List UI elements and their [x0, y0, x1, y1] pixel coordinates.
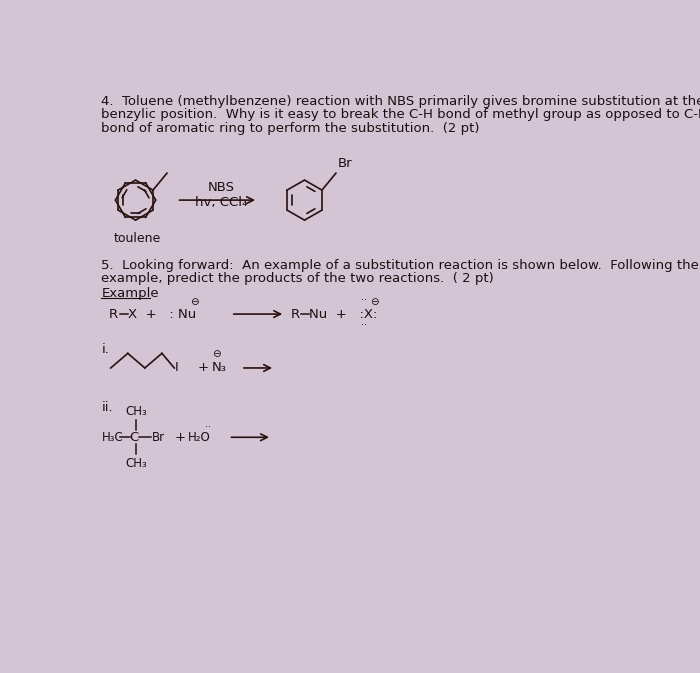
Text: ⊖: ⊖ [190, 297, 199, 307]
Text: CH₃: CH₃ [125, 457, 147, 470]
Text: +: + [197, 361, 209, 374]
Text: H₂O: H₂O [188, 431, 211, 444]
Text: R: R [109, 308, 118, 320]
Text: H₃C: H₃C [102, 431, 123, 444]
Text: benzylic position.  Why is it easy to break the C-H bond of methyl group as oppo: benzylic position. Why is it easy to bre… [102, 108, 700, 121]
Text: Br: Br [337, 157, 352, 170]
Text: ii.: ii. [102, 401, 113, 414]
Text: hv, CCl₄: hv, CCl₄ [195, 197, 247, 209]
Text: ⊖: ⊖ [370, 297, 379, 307]
Text: N₃: N₃ [211, 361, 227, 374]
Text: 5.  Looking forward:  An example of a substitution reaction is shown below.  Fol: 5. Looking forward: An example of a subs… [102, 258, 699, 272]
Text: C: C [130, 431, 139, 444]
Text: ⊖: ⊖ [212, 349, 220, 359]
Text: ··: ·· [361, 295, 367, 306]
Text: example, predict the products of the two reactions.  ( 2 pt): example, predict the products of the two… [102, 272, 494, 285]
Text: X  +   : Nu: X + : Nu [128, 308, 196, 320]
Text: toulene: toulene [114, 232, 161, 245]
Text: bond of aromatic ring to perform the substitution.  (2 pt): bond of aromatic ring to perform the sub… [102, 122, 480, 135]
Text: ··: ·· [205, 422, 211, 432]
Text: ··: ·· [361, 320, 367, 330]
Text: R: R [290, 308, 300, 320]
Text: +: + [174, 431, 186, 444]
Text: I: I [175, 361, 178, 374]
Text: Example: Example [102, 287, 159, 300]
Text: 4.  Toluene (methylbenzene) reaction with NBS primarily gives bromine substituti: 4. Toluene (methylbenzene) reaction with… [102, 95, 700, 108]
Text: i.: i. [102, 343, 109, 356]
Text: Nu  +   :X:: Nu + :X: [309, 308, 377, 320]
Text: Br: Br [152, 431, 165, 444]
Text: CH₃: CH₃ [125, 405, 147, 419]
Text: NBS: NBS [207, 181, 234, 194]
